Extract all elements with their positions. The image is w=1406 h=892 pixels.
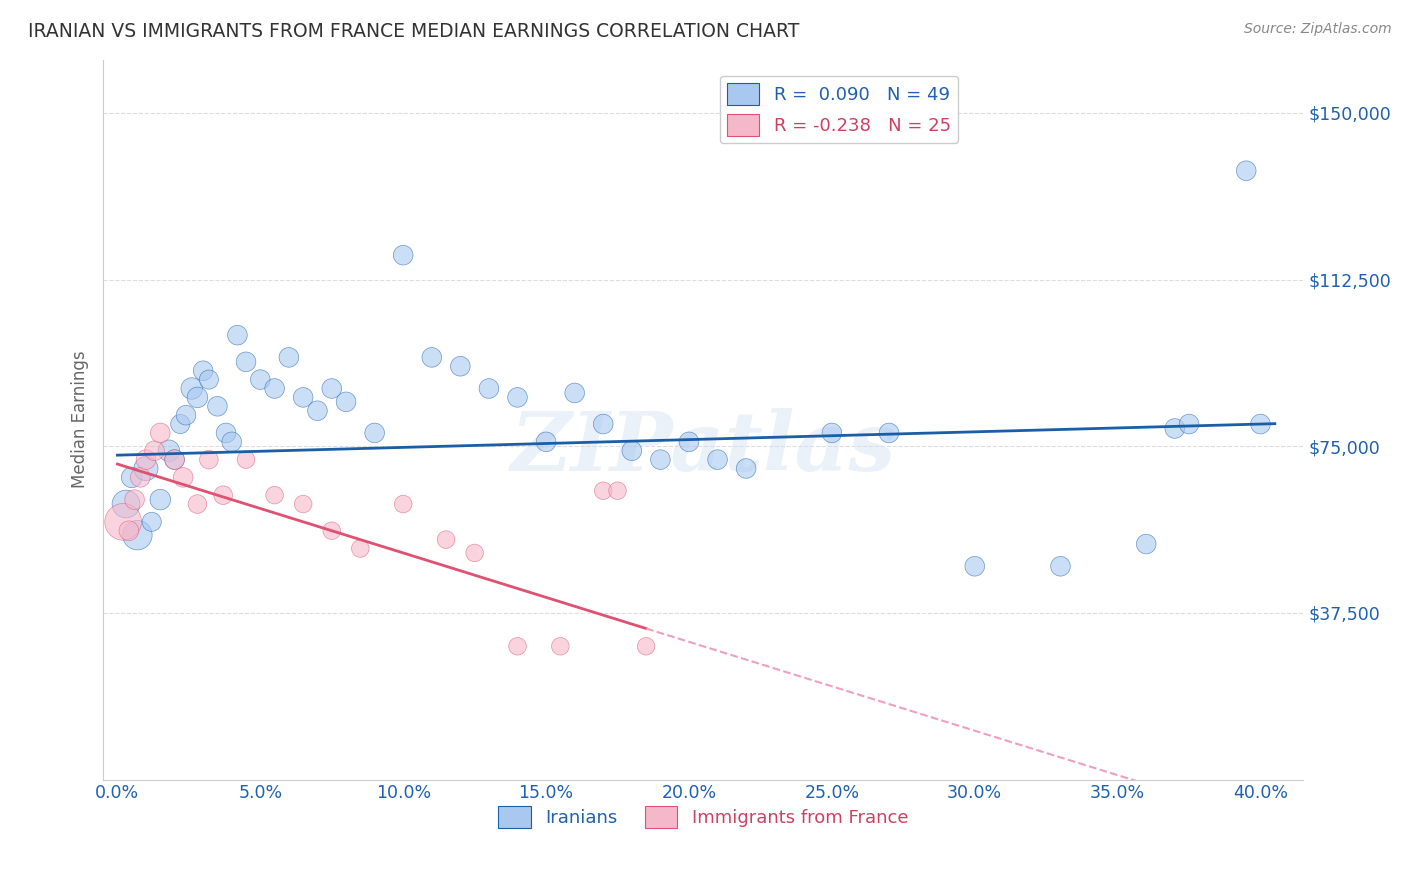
Point — [1250, 417, 1272, 431]
Point — [141, 515, 163, 529]
Point — [163, 452, 186, 467]
Point — [1164, 421, 1187, 435]
Text: ZIPatlas: ZIPatlas — [510, 409, 896, 489]
Point — [464, 546, 486, 560]
Point — [877, 425, 900, 440]
Point — [678, 434, 700, 449]
Point — [135, 461, 157, 475]
Point — [363, 425, 385, 440]
Point — [449, 359, 471, 374]
Point — [172, 470, 194, 484]
Point — [292, 390, 315, 404]
Point — [506, 640, 529, 654]
Point — [124, 492, 146, 507]
Point — [127, 528, 149, 542]
Point — [392, 497, 415, 511]
Point — [506, 390, 529, 404]
Point — [321, 524, 343, 538]
Text: IRANIAN VS IMMIGRANTS FROM FRANCE MEDIAN EARNINGS CORRELATION CHART: IRANIAN VS IMMIGRANTS FROM FRANCE MEDIAN… — [28, 22, 800, 41]
Point — [235, 355, 257, 369]
Point — [606, 483, 628, 498]
Point — [169, 417, 191, 431]
Point — [434, 533, 457, 547]
Point — [198, 373, 221, 387]
Point — [821, 425, 844, 440]
Point — [706, 452, 728, 467]
Point — [115, 497, 138, 511]
Point — [143, 443, 166, 458]
Y-axis label: Median Earnings: Median Earnings — [72, 351, 89, 489]
Point — [963, 559, 986, 574]
Point — [163, 452, 186, 467]
Point — [112, 515, 135, 529]
Point — [550, 640, 572, 654]
Point — [186, 390, 208, 404]
Legend: Iranians, Immigrants from France: Iranians, Immigrants from France — [491, 799, 915, 836]
Point — [277, 351, 299, 365]
Point — [564, 386, 586, 401]
Point — [349, 541, 371, 556]
Point — [118, 524, 141, 538]
Point — [221, 434, 243, 449]
Point — [592, 483, 614, 498]
Point — [321, 382, 343, 396]
Point — [592, 417, 614, 431]
Point — [135, 452, 157, 467]
Point — [129, 470, 152, 484]
Point — [478, 382, 501, 396]
Point — [1049, 559, 1071, 574]
Point — [180, 382, 202, 396]
Point — [149, 492, 172, 507]
Point — [1135, 537, 1157, 551]
Point — [215, 425, 238, 440]
Point — [650, 452, 672, 467]
Point — [307, 403, 329, 417]
Point — [1178, 417, 1201, 431]
Point — [157, 443, 180, 458]
Point — [149, 425, 172, 440]
Point — [207, 399, 229, 413]
Point — [212, 488, 235, 502]
Text: Source: ZipAtlas.com: Source: ZipAtlas.com — [1244, 22, 1392, 37]
Point — [335, 394, 357, 409]
Point — [198, 452, 221, 467]
Point — [636, 640, 658, 654]
Point — [174, 408, 197, 422]
Point — [420, 351, 443, 365]
Point — [392, 248, 415, 262]
Point — [191, 364, 214, 378]
Point — [263, 382, 285, 396]
Point — [1234, 163, 1257, 178]
Point — [620, 443, 643, 458]
Point — [186, 497, 208, 511]
Point — [735, 461, 758, 475]
Point — [249, 373, 271, 387]
Point — [292, 497, 315, 511]
Point — [263, 488, 285, 502]
Point — [534, 434, 557, 449]
Point — [121, 470, 143, 484]
Point — [226, 328, 249, 343]
Point — [235, 452, 257, 467]
